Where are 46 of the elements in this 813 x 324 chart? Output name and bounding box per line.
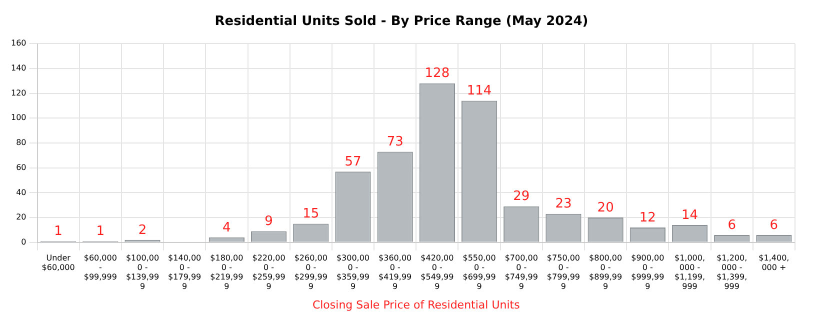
x-axis-title: Closing Sale Price of Residential Units (312, 298, 520, 312)
data-label: 57 (344, 154, 362, 170)
x-tick-label: $300,000 - $359,999 (336, 253, 370, 292)
x-tick-label: $140,000 - $179,999 (168, 253, 202, 292)
x-tick-label: $900,000 - $999,999 (631, 253, 664, 292)
x-tick-label: $360,000 - $419,999 (378, 253, 412, 292)
y-tick-label: 140 (10, 64, 26, 73)
x-tick-label: $1,000,000 - $1,199,999 (674, 253, 706, 292)
x-tick-label: $180,000 - $219,999 (210, 253, 244, 292)
data-label: 9 (264, 214, 273, 230)
y-tick-label: 80 (16, 138, 26, 148)
data-label: 12 (639, 210, 656, 226)
chart-title: Residential Units Sold - By Price Range (May 2024) (214, 14, 588, 30)
x-tick-label: $800,000 - $899,999 (589, 253, 622, 292)
x-tick-label: $1,400,000 + (758, 253, 790, 272)
y-tick-label: 160 (10, 38, 26, 48)
data-label: 73 (386, 134, 404, 150)
data-label: 23 (555, 196, 572, 212)
data-label: 1 (54, 224, 62, 240)
data-label: 4 (222, 220, 231, 236)
x-tick-label: $260,000 - $299,999 (294, 253, 328, 292)
data-label: 128 (424, 66, 450, 82)
y-tick-label: 0 (21, 237, 26, 246)
y-tick-label: 60 (16, 162, 26, 172)
data-label: 6 (728, 218, 736, 233)
data-label: 6 (770, 218, 778, 233)
data-label: 114 (466, 84, 492, 99)
data-label: 14 (681, 208, 698, 223)
x-tick-label: $550,000 - $699,999 (462, 253, 496, 292)
y-tick-label: 100 (10, 113, 26, 122)
data-label: 2 (138, 222, 147, 238)
data-label: 15 (302, 206, 320, 222)
data-label: 1 (96, 224, 105, 240)
x-tick-label: $420,000 - $549,999 (420, 253, 454, 292)
data-label: 20 (597, 200, 614, 216)
x-tick-label: $220,000 - $259,999 (252, 253, 286, 292)
y-tick-label: 120 (10, 88, 26, 98)
x-tick-label: $60,000 - $99,999 (84, 253, 117, 282)
x-tick-label: $700,000 - $749,999 (504, 253, 538, 292)
data-label: 29 (513, 189, 530, 204)
x-tick-label: $750,000 - $799,999 (546, 253, 580, 292)
y-tick-label: 20 (16, 212, 26, 222)
x-tick-label: $1,200,000 - $1,399,999 (716, 253, 748, 292)
x-tick-label: $100,00 0 - $139,99 9 (126, 253, 160, 292)
y-tick-label: 40 (16, 188, 26, 197)
x-tick-label: Under $60,000 (42, 253, 75, 272)
